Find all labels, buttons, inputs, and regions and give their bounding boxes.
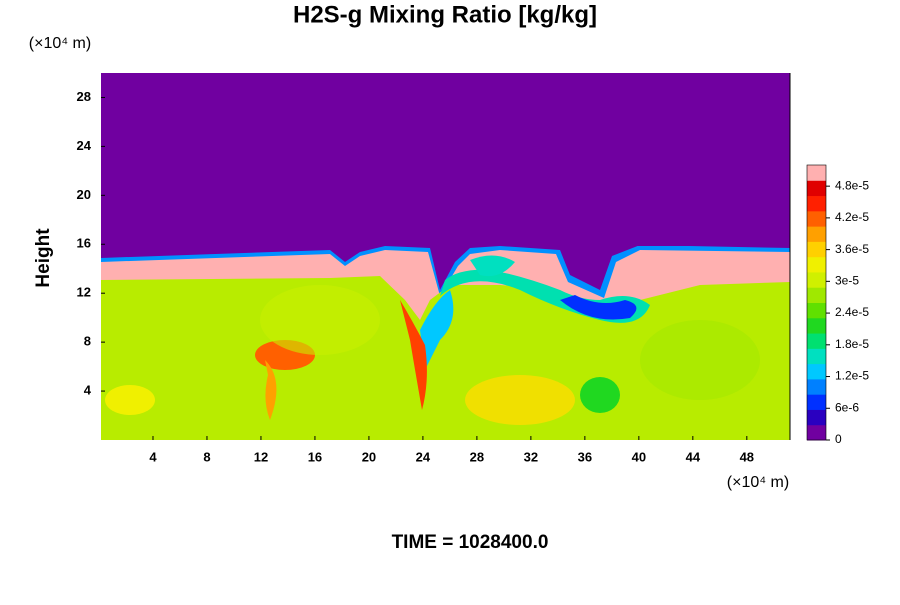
colorbar-band — [807, 165, 826, 181]
colorbar-tick-label: 2.4e-5 — [835, 305, 869, 319]
x-tick-label: 36 — [578, 449, 592, 464]
y-tick-label: 16 — [77, 236, 91, 251]
x-tick-label: 48 — [740, 449, 754, 464]
colorbar-tick-label: 6e-6 — [835, 400, 859, 414]
colorbar-tick-label: 4.2e-5 — [835, 210, 869, 224]
x-tick-label: 12 — [254, 449, 268, 464]
colorbar-tick-label: 3.6e-5 — [835, 242, 869, 256]
colorbar-band — [807, 348, 826, 365]
colorbar-band — [807, 363, 826, 380]
colorbar-band — [807, 333, 826, 349]
footer: TIME = 1028400.0 — [392, 532, 549, 553]
field — [101, 73, 790, 440]
x-tick-label: 4 — [149, 449, 157, 464]
x-tick-label: 20 — [362, 449, 376, 464]
colorbar-band — [807, 287, 826, 303]
y-tick-label: 4 — [84, 383, 92, 398]
colorbar-band — [807, 180, 826, 197]
colorbar-tick-label: 4.8e-5 — [835, 178, 869, 192]
colorbar-band — [807, 378, 826, 395]
y-axis-label: Height — [33, 228, 54, 288]
colorbar-tick-label: 1.8e-5 — [835, 337, 869, 351]
y-unit: (×10⁴ m) — [29, 35, 91, 52]
colorbar-frame — [806, 164, 827, 441]
colorbar-band — [807, 271, 826, 288]
x-tick-label: 40 — [632, 449, 646, 464]
x-tick-label: 28 — [470, 449, 484, 464]
colorbar-band — [807, 241, 826, 258]
y-tick-label: 20 — [77, 187, 91, 202]
colorbar-tick-label: 0 — [835, 432, 842, 446]
y-tick-label: 8 — [84, 334, 91, 349]
colorbar-band — [807, 409, 826, 426]
colorbar-tick-label: 3e-5 — [835, 274, 859, 288]
x-unit: (×10⁴ m) — [727, 474, 789, 491]
colorbar-band — [807, 210, 826, 227]
colorbar-band — [807, 394, 826, 410]
x-tick-label: 32 — [524, 449, 538, 464]
x-tick-label: 8 — [203, 449, 210, 464]
colorbar-band — [807, 195, 826, 212]
colorbar-band — [807, 424, 826, 441]
colorbar-band — [807, 317, 826, 334]
colorbar-tick-label: 1.2e-5 — [835, 369, 869, 383]
x-tick-label: 16 — [308, 449, 322, 464]
y-tick-label: 28 — [77, 89, 91, 104]
chart-title: H2S-g Mixing Ratio [kg/kg] — [293, 1, 597, 28]
x-tick-label: 44 — [686, 449, 701, 464]
colorbar-band — [807, 226, 826, 242]
colorbar-band — [807, 256, 826, 273]
y-tick-label: 24 — [77, 138, 92, 153]
y-tick-label: 12 — [77, 285, 91, 300]
x-tick-label: 24 — [416, 449, 431, 464]
colorbar-band — [807, 302, 826, 319]
